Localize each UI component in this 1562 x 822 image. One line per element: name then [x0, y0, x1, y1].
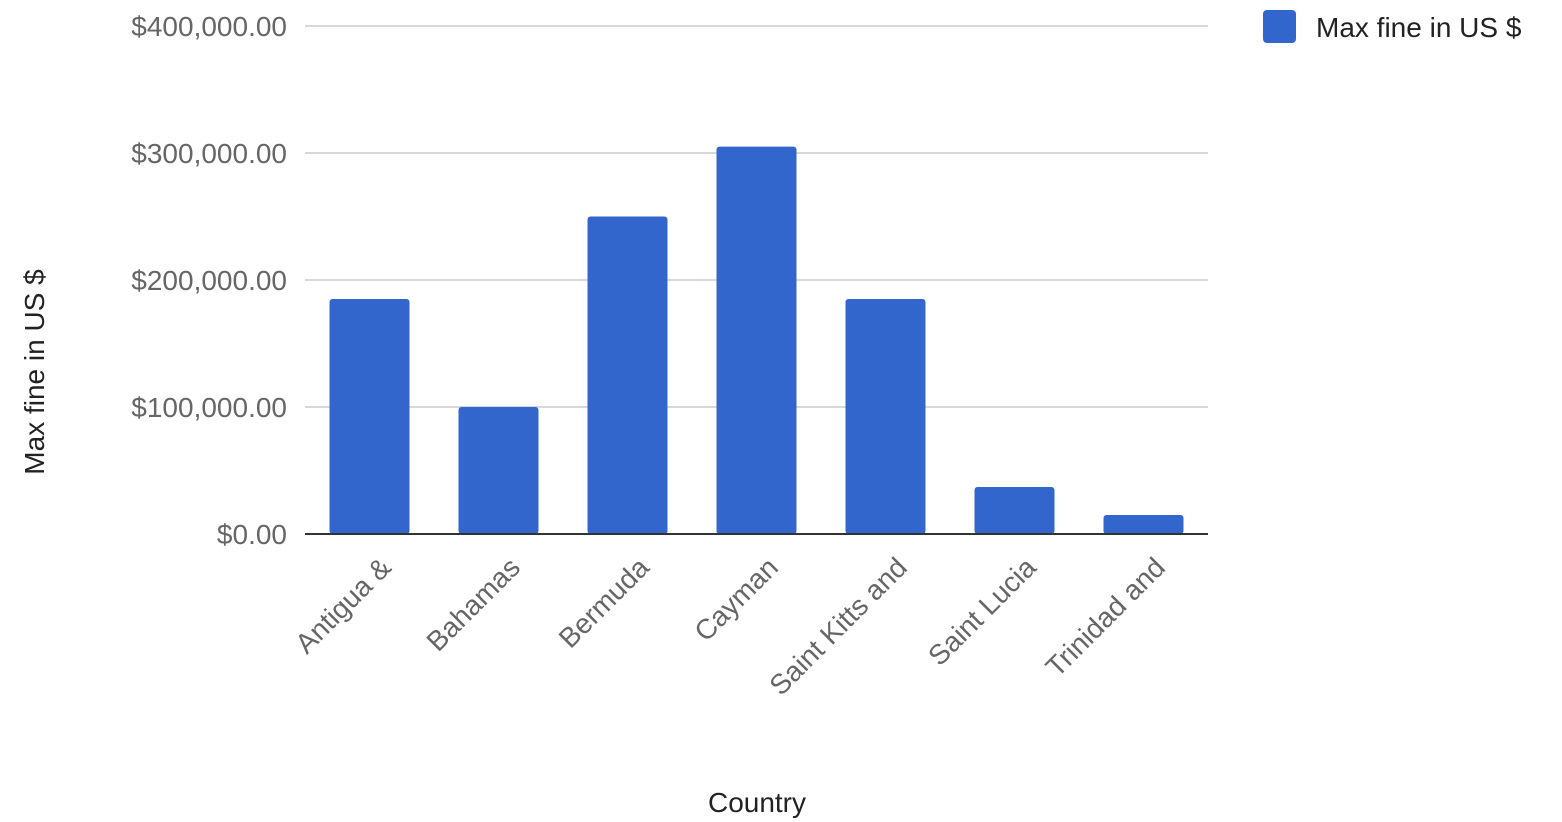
legend: Max fine in US $ — [1263, 10, 1522, 43]
x-tick-label: Bermuda — [553, 551, 656, 654]
bars — [329, 146, 1184, 534]
x-tick-label: Cayman — [688, 552, 784, 648]
y-tick-label: $400,000.00 — [131, 11, 287, 42]
y-tick-label: $200,000.00 — [131, 265, 287, 296]
y-axis-ticks: $0.00 $100,000.00 $200,000.00 $300,000.00 $4… — [131, 11, 287, 550]
bar — [845, 299, 926, 534]
x-tick-label: Saint Lucia — [922, 551, 1042, 671]
bar — [458, 407, 539, 534]
legend-label: Max fine in US $ — [1316, 12, 1522, 43]
y-tick-label: $300,000.00 — [131, 138, 287, 169]
bar — [587, 216, 668, 534]
bar — [329, 299, 410, 534]
y-tick-label: $0.00 — [217, 519, 287, 550]
x-tick-label: Antigua & — [289, 551, 397, 659]
bar — [1103, 514, 1184, 534]
legend-swatch — [1263, 10, 1296, 43]
y-axis-title: Max fine in US $ — [19, 269, 50, 475]
bar — [974, 487, 1055, 534]
bar — [716, 146, 797, 534]
x-axis-title: Country — [708, 787, 806, 818]
x-tick-label: Trinidad and — [1040, 552, 1171, 683]
x-tick-label: Bahamas — [420, 552, 526, 658]
x-tick-label: Saint Kitts and — [763, 552, 913, 702]
y-tick-label: $100,000.00 — [131, 392, 287, 423]
